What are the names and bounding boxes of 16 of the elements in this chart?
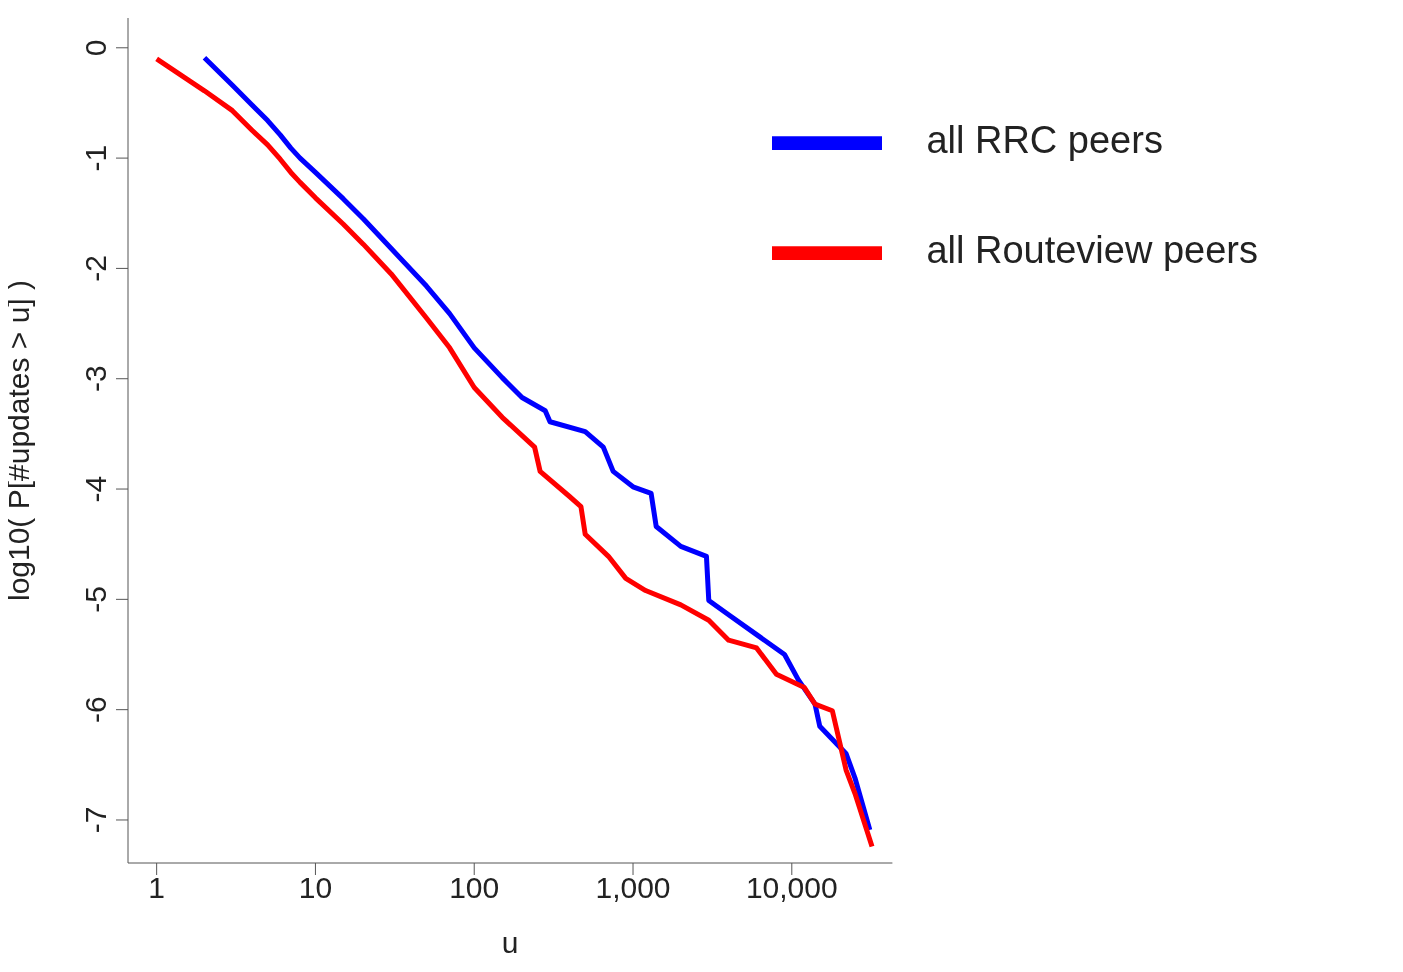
y-tick-label: 0 bbox=[79, 39, 112, 57]
legend-label: all Routeview peers bbox=[926, 229, 1258, 272]
x-tick-label: 1 bbox=[148, 871, 165, 905]
y-tick-label: -3 bbox=[79, 365, 112, 393]
y-tick-label: -7 bbox=[79, 806, 112, 834]
y-tick-label: -4 bbox=[79, 475, 112, 503]
x-tick-label: 1,000 bbox=[595, 871, 671, 905]
x-tick-label: 10,000 bbox=[745, 871, 838, 905]
x-tick-label: 10 bbox=[298, 871, 333, 905]
y-tick-label: -2 bbox=[79, 255, 112, 282]
y-tick-label: -5 bbox=[79, 586, 112, 613]
x-axis-title: u bbox=[501, 926, 519, 959]
y-tick-label: -1 bbox=[79, 144, 112, 172]
legend-label: all RRC peers bbox=[926, 119, 1163, 162]
x-tick-label: 100 bbox=[449, 871, 500, 905]
y-tick-label: -6 bbox=[79, 696, 112, 724]
